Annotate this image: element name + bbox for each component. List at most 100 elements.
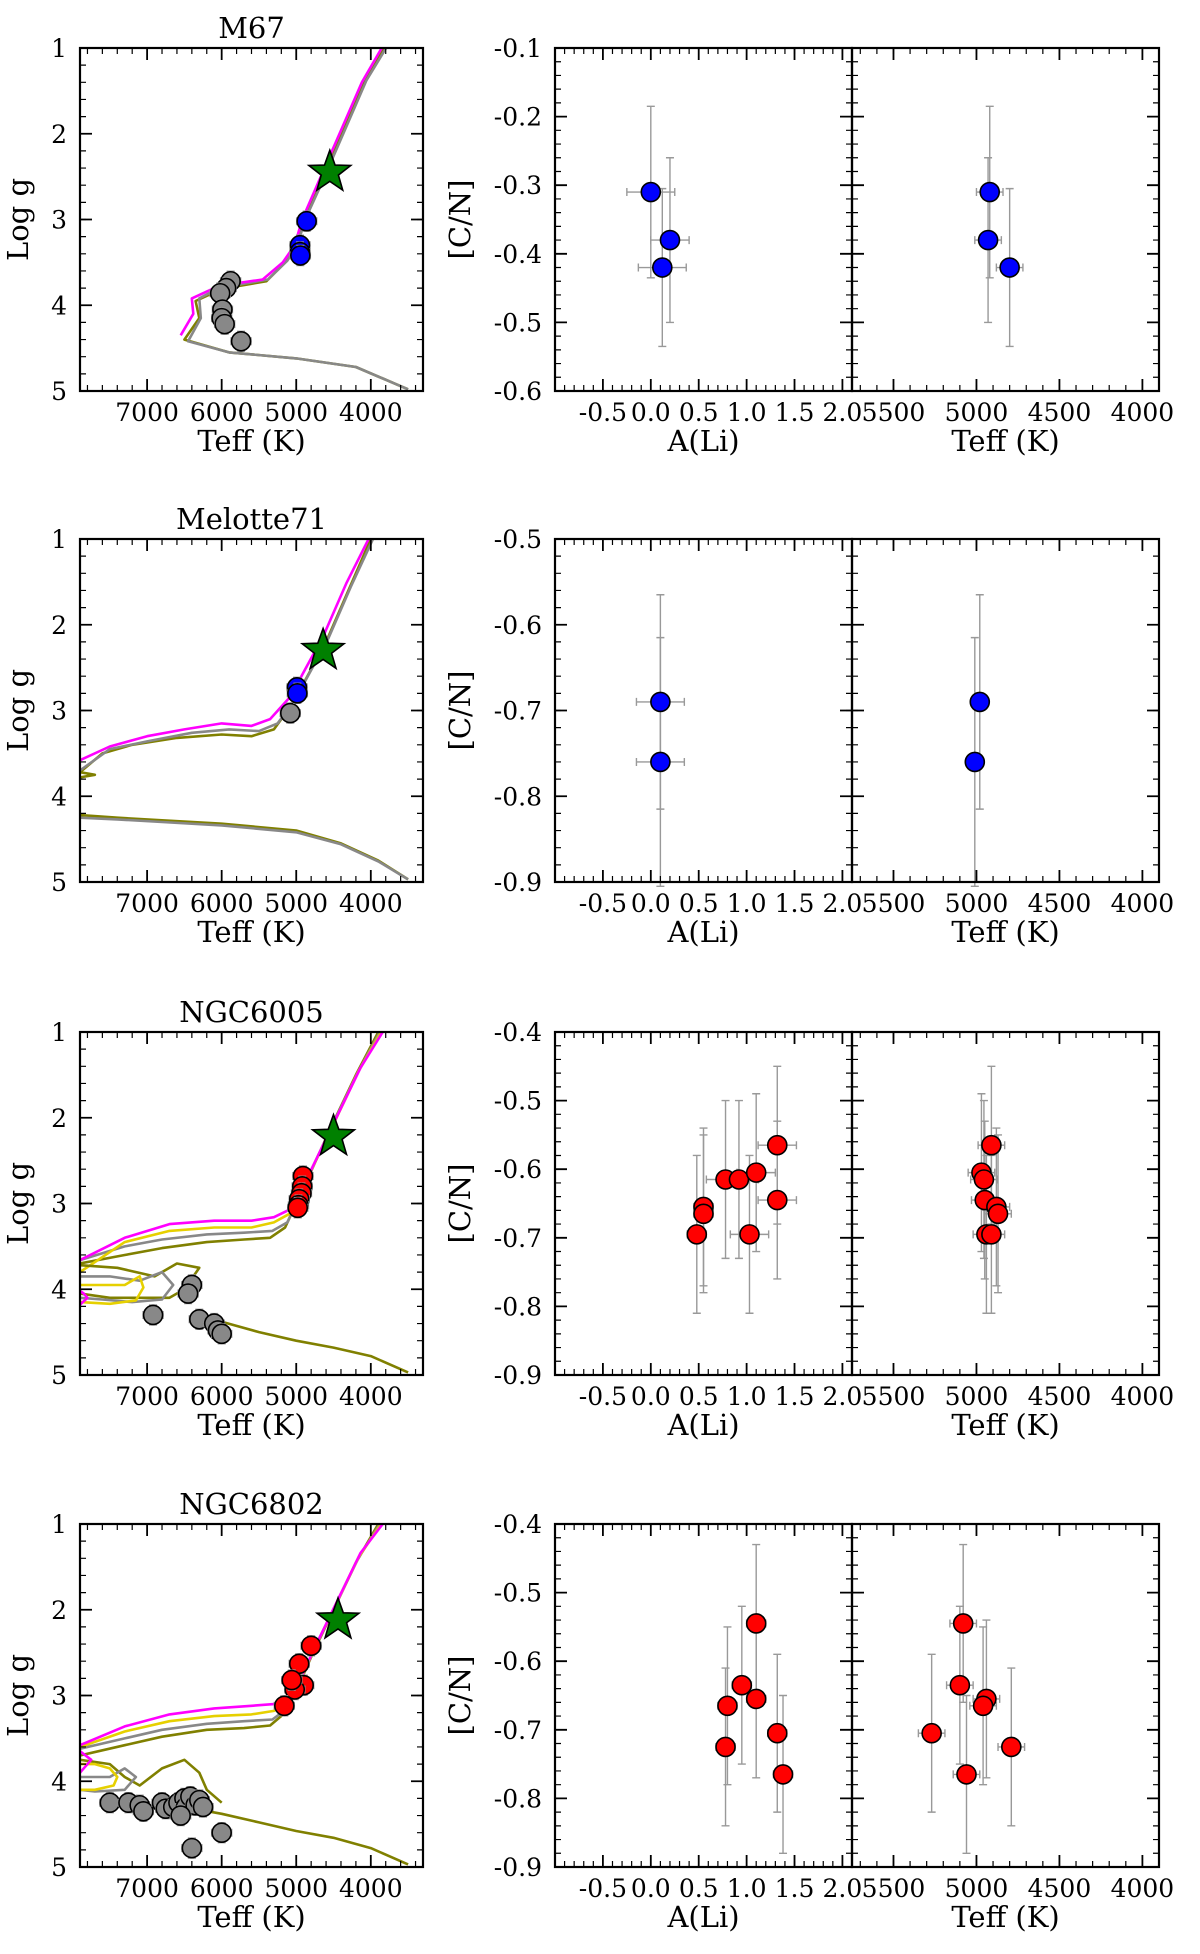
cluster-title: NGC6005 [179, 995, 324, 1029]
x-axis-title: Teff (K) [951, 1900, 1059, 1934]
x-tick-label: 5000 [264, 1874, 328, 1903]
x-tick-label: 7000 [115, 398, 179, 427]
hr-axes-frame [78, 1030, 425, 1377]
x-tick-label: 7000 [115, 1874, 179, 1903]
x-axis-title: A(Li) [666, 1900, 739, 1934]
minor-ticks [80, 47, 423, 392]
dwarf-point [133, 1800, 154, 1822]
reference-star-marker [314, 1595, 362, 1640]
x-tick-label: 1.5 [775, 1382, 815, 1411]
major-ticks [555, 47, 852, 392]
cn-teff-point [921, 1722, 942, 1744]
minor-ticks [852, 1523, 1160, 1868]
cn-vs-teff-ngc6802: 5500 5000 4500 4000 Teff (K) [850, 1522, 1174, 1934]
y-tick-label: 4 [51, 782, 67, 811]
cn-teff-point [964, 751, 986, 773]
isochrone-line [80, 813, 409, 881]
cn-li-axes-frame [553, 537, 854, 884]
y-tick-label: 1 [51, 34, 67, 63]
major-ticks [80, 1031, 423, 1376]
dwarf-point [177, 1283, 199, 1304]
cn-li-point [659, 229, 681, 251]
y-tick-label: 4 [51, 1767, 67, 1796]
x-tick-label: 4000 [339, 1382, 403, 1411]
x-tick-label: 7000 [115, 889, 179, 918]
dwarf-point [192, 1796, 214, 1818]
x-tick-label: 4500 [1028, 889, 1092, 918]
dwarf-point [99, 1792, 121, 1813]
isochrone-line [80, 1758, 223, 1804]
minor-ticks [80, 538, 423, 883]
cn-teff-axes-frame [850, 1030, 1161, 1377]
dwarf-point [230, 330, 252, 352]
cn-vs-li-melotte71: -0.5 0.0 0.5 1.0 1.5 2.0-0.9-0.8-0.7-0.6-0.5A… [443, 525, 862, 949]
x-axis-title: Teff (K) [951, 1408, 1059, 1442]
hr-diagram-m67: 7000 6000 5000 4000 1 2 3 4 5 Teff (K) Log g M67 [1, 11, 425, 458]
x-tick-label: 6000 [190, 1382, 254, 1411]
y-axis-title: Log g [1, 1654, 35, 1737]
y-tick-label: -0.6 [494, 377, 542, 406]
y-tick-label: -0.9 [494, 1361, 542, 1390]
dwarf-point [142, 1304, 164, 1326]
cn-teff-point [981, 1224, 1002, 1245]
y-axis-title: [C/N] [443, 1656, 477, 1736]
y-axis-title: [C/N] [443, 180, 477, 260]
isochrone-line [80, 1524, 384, 1747]
dwarf-point [170, 1805, 191, 1826]
y-tick-label: -0.8 [494, 1292, 542, 1321]
minor-ticks [555, 538, 852, 883]
y-tick-label: 2 [51, 120, 67, 149]
y-tick-label: -0.2 [494, 103, 542, 132]
cn-teff-point [999, 257, 1020, 278]
x-tick-label: 4500 [1028, 1874, 1092, 1903]
x-tick-label: 4500 [1028, 398, 1092, 427]
y-tick-label: 5 [51, 1361, 67, 1390]
y-tick-label: -0.8 [494, 782, 542, 811]
minor-ticks [555, 47, 852, 392]
y-tick-label: -0.6 [494, 611, 542, 640]
x-tick-label: 5000 [945, 889, 1009, 918]
x-tick-label: 5500 [862, 1382, 926, 1411]
x-tick-label: 5500 [862, 398, 926, 427]
isochrone-line [80, 1767, 138, 1793]
cn-teff-point [952, 1613, 974, 1634]
y-tick-label: -0.5 [494, 1579, 542, 1608]
isochrone-line [80, 1524, 383, 1749]
cn-teff-point [977, 229, 999, 251]
y-tick-label: 5 [51, 377, 67, 406]
x-tick-label: 7000 [115, 1382, 179, 1411]
x-tick-label: 4000 [339, 889, 403, 918]
y-tick-label: -0.6 [494, 1155, 542, 1184]
y-tick-label: 1 [51, 1018, 67, 1047]
dwarf-point [181, 1837, 203, 1859]
cn-li-point [640, 181, 662, 203]
isochrone-line [80, 1270, 175, 1304]
cn-li-point [745, 1162, 767, 1183]
x-axis-title: A(Li) [666, 915, 739, 949]
minor-ticks [555, 1523, 852, 1868]
hr-diagram-melotte71: 7000 6000 5000 4000 1 2 3 4 5 Teff (K) Log g Melott… [1, 502, 425, 949]
giant-point [290, 245, 311, 266]
x-tick-label: -0.5 [579, 398, 627, 427]
y-tick-label: -0.9 [494, 1853, 542, 1882]
y-tick-label: 4 [51, 291, 67, 320]
y-tick-label: 2 [51, 611, 67, 640]
x-tick-label: 4000 [1111, 398, 1175, 427]
cn-teff-point [979, 181, 1001, 203]
major-ticks [555, 538, 852, 883]
isochrone-line [184, 1805, 409, 1866]
x-tick-label: 5500 [862, 889, 926, 918]
x-tick-label: 2.0 [823, 398, 863, 427]
y-axis-title: [C/N] [443, 1164, 477, 1244]
x-axis-title: Teff (K) [197, 915, 305, 949]
isochrone-line [179, 48, 384, 336]
cn-teff-axes-frame [850, 537, 1161, 884]
x-tick-label: 1.0 [727, 1382, 767, 1411]
cn-li-point [739, 1224, 760, 1245]
isochrone-line [80, 1750, 93, 1774]
isochrone-line [80, 1032, 383, 1274]
hr-axes-frame [78, 46, 425, 393]
cn-li-axes-frame [553, 1522, 854, 1869]
isochrones [80, 1032, 409, 1374]
cn-vs-li-m67: -0.5 0.0 0.5 1.0 1.5 2.0-0.6-0.5-0.4-0.3-0.2-… [443, 34, 862, 458]
